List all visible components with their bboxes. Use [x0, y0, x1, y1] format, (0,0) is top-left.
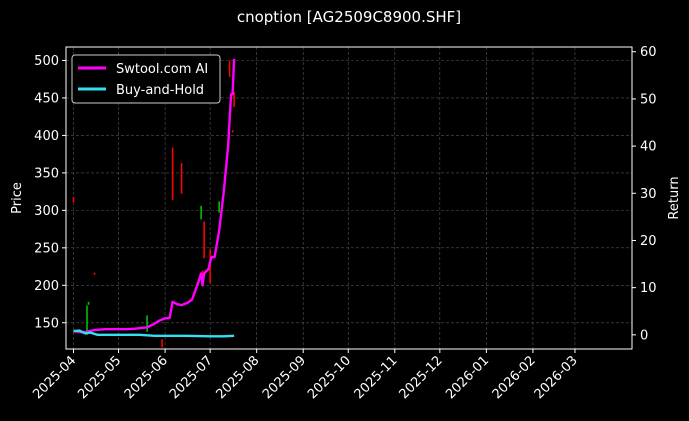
series-line-buy-and-hold: [73, 329, 235, 338]
y-axis-left: 150 200 250 300 350 400 450 500: [34, 54, 66, 331]
y-tick-label: 150: [34, 316, 59, 331]
y2-tick-label: 50: [640, 92, 657, 107]
y2-tick-label: 0: [640, 328, 648, 343]
y2-tick-label: 30: [640, 187, 657, 202]
legend-label-swtool: Swtool.com AI: [116, 62, 208, 77]
series-line-swtool: [73, 58, 236, 334]
y-axis-right: 0 10 20 30 40 50 60: [632, 45, 657, 343]
y2-tick-label: 20: [640, 234, 657, 249]
legend: Swtool.com AI Buy-and-Hold: [71, 54, 221, 104]
y2-tick-label: 40: [640, 140, 657, 155]
plot-frame: [65, 46, 633, 350]
legend-label-buy-and-hold: Buy-and-Hold: [116, 83, 204, 98]
y-tick-label: 400: [34, 129, 59, 144]
y-tick-label: 300: [34, 204, 59, 219]
y-tick-label: 250: [34, 241, 59, 256]
y-tick-label: 350: [34, 166, 59, 181]
chart-title: cnoption [AG2509C8900.SHF]: [237, 8, 461, 26]
y2-tick-label: 60: [640, 45, 657, 60]
y-axis-label-left: Price: [10, 182, 25, 214]
y-axis-label-right: Return: [667, 176, 682, 219]
y-tick-label: 500: [34, 54, 59, 69]
series-layer: [73, 58, 236, 338]
y-tick-label: 450: [34, 91, 59, 106]
legend-box: [71, 54, 221, 104]
y-tick-label: 200: [34, 279, 59, 294]
y2-tick-label: 10: [640, 281, 657, 296]
